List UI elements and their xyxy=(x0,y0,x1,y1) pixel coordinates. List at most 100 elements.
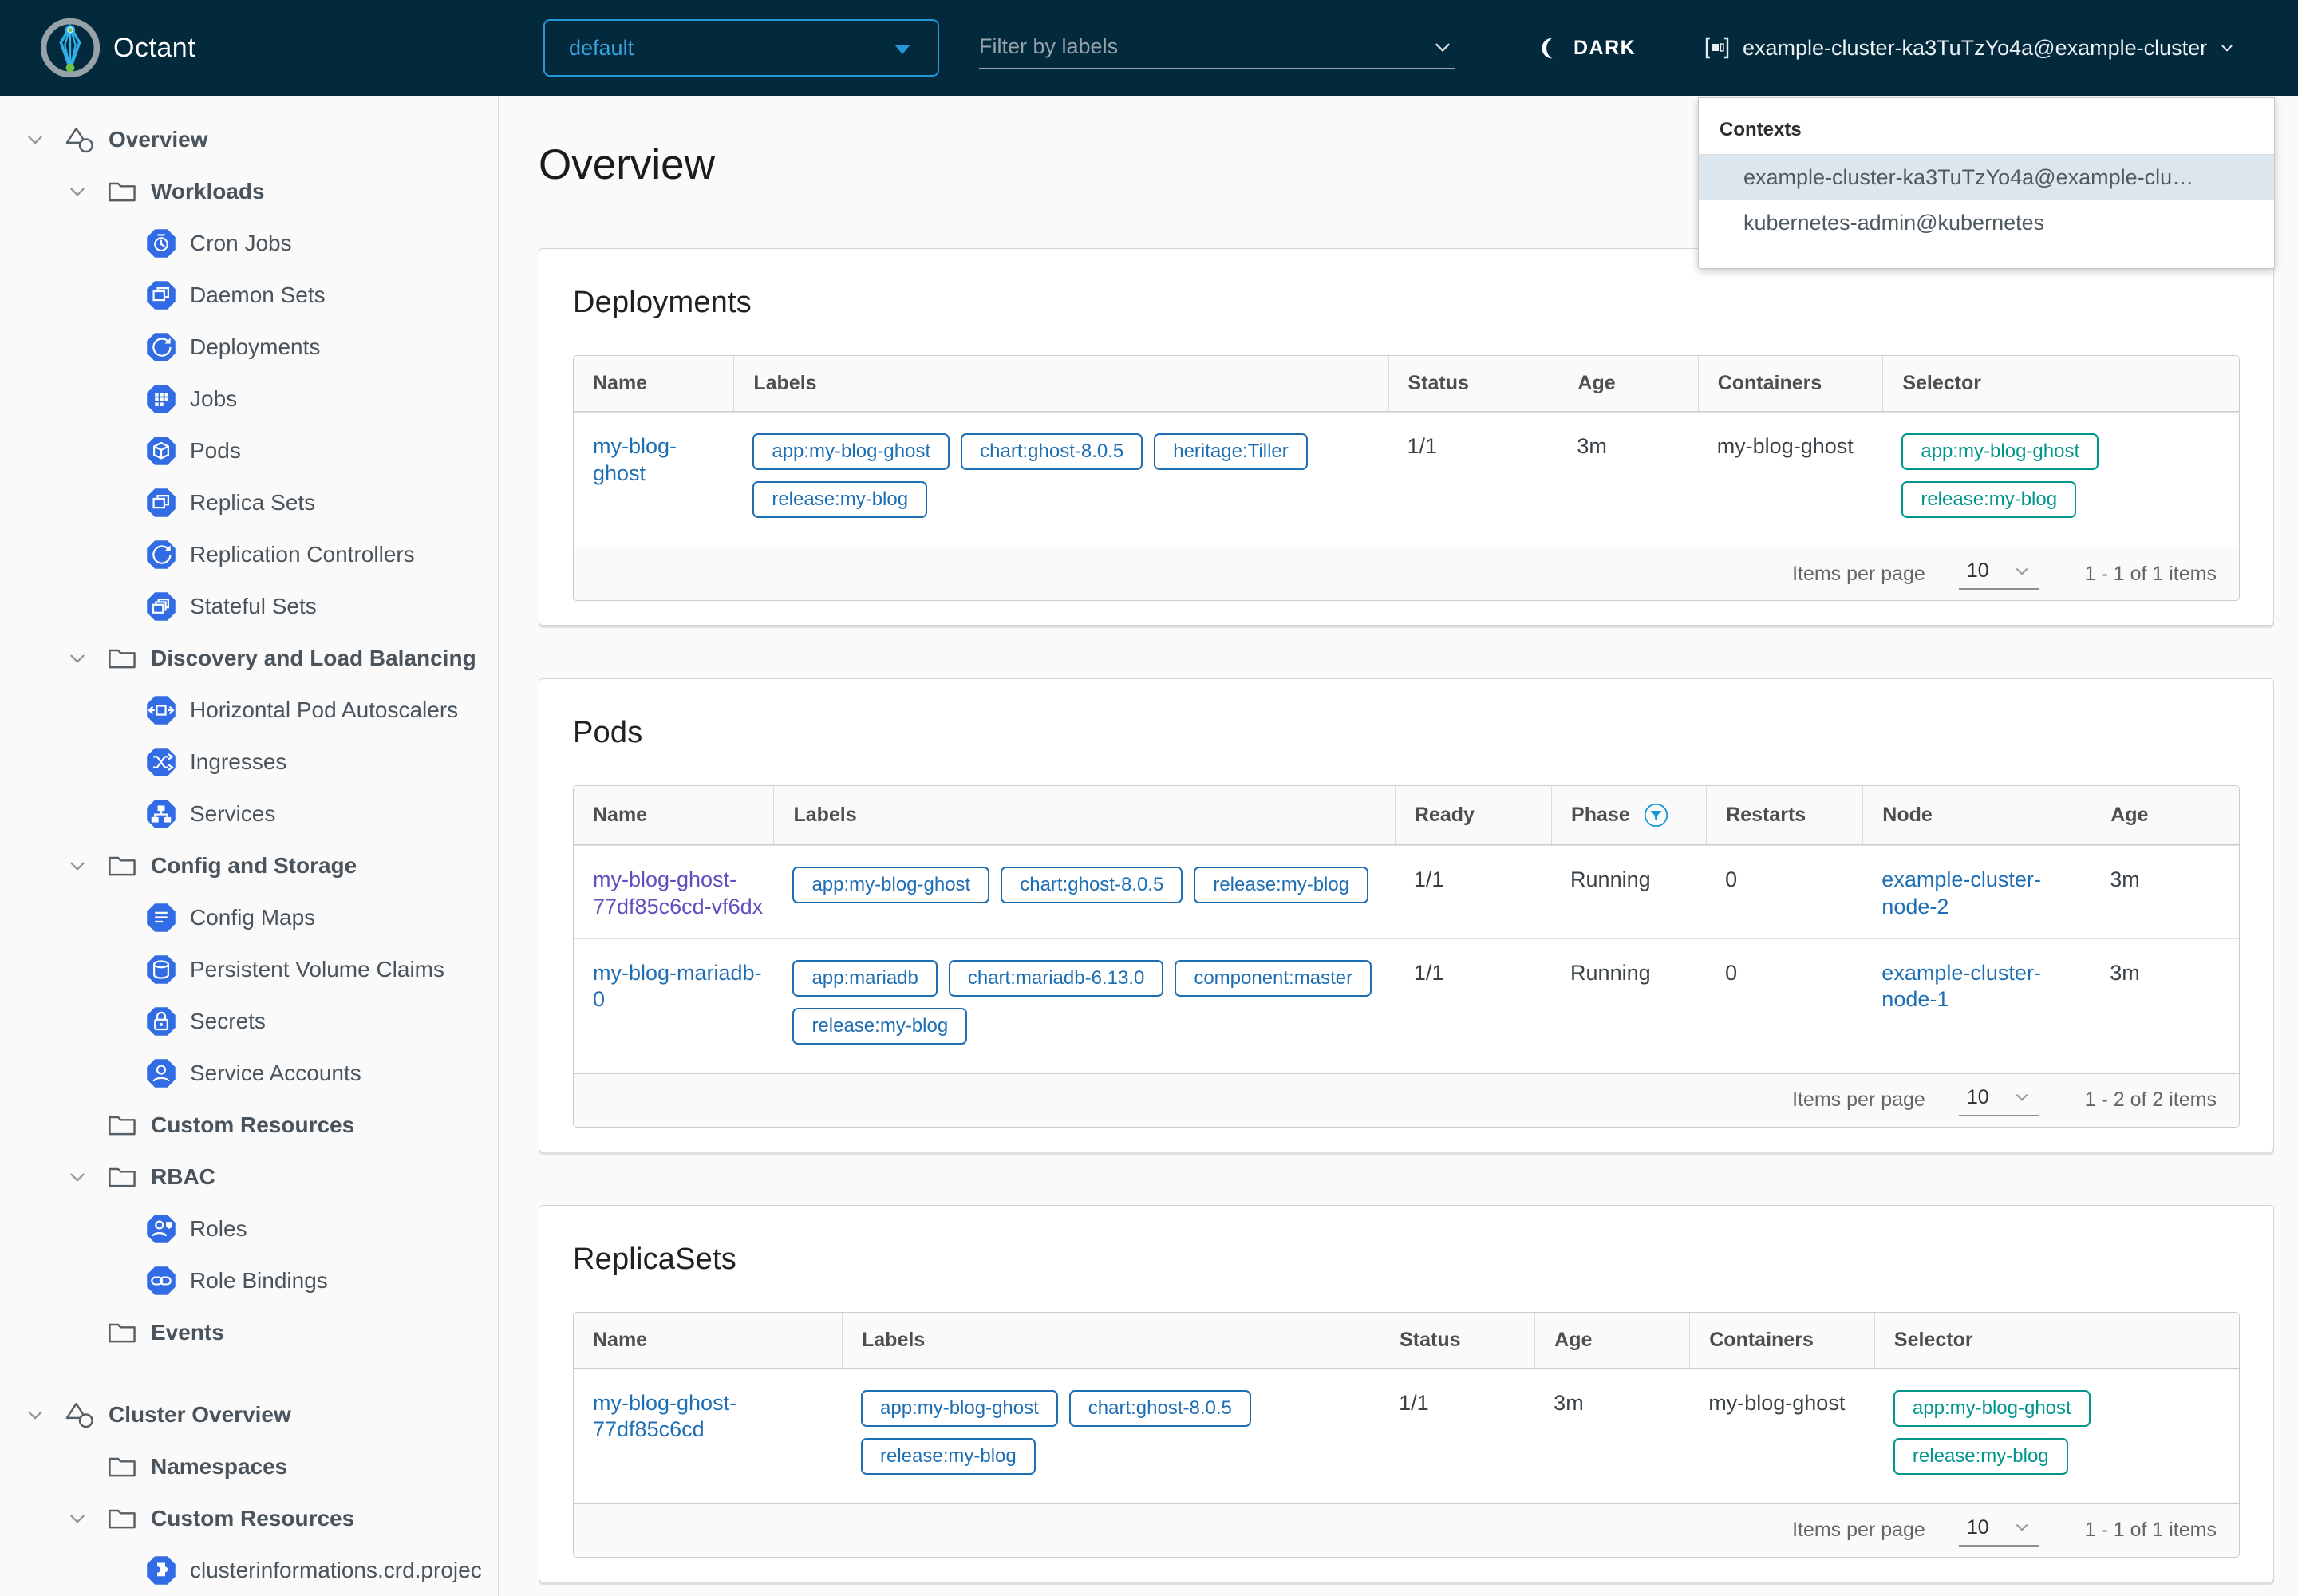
sidebar-item-stateful-sets[interactable]: Stateful Sets xyxy=(0,580,498,632)
sidebar-item-role-bindings[interactable]: Role Bindings xyxy=(0,1254,498,1306)
sidebar-item-deployments[interactable]: Deployments xyxy=(0,321,498,373)
column-header-label: Status xyxy=(1408,372,1469,394)
pagination-bar: Items per page 10 1 - 1 of 1 items xyxy=(574,547,2239,600)
cell-text: Running xyxy=(1551,939,1706,1073)
namespace-select[interactable]: default xyxy=(543,19,939,77)
sidebar-item-label: Role Bindings xyxy=(190,1267,328,1293)
cell-link-wrap: my-blog-ghost xyxy=(574,413,733,547)
column-header-label: Selector xyxy=(1902,372,1982,394)
sidebar-item-pods[interactable]: Pods xyxy=(0,425,498,476)
cronjob-icon xyxy=(145,227,177,259)
sidebar-item-service-accounts[interactable]: Service Accounts xyxy=(0,1047,498,1099)
column-header-label: Containers xyxy=(1717,372,1822,394)
chevron-down-icon[interactable] xyxy=(21,1400,49,1429)
column-header-label: Containers xyxy=(1709,1328,1814,1351)
sidebar-item-config-maps[interactable]: Config Maps xyxy=(0,891,498,943)
pagination-range: 1 - 1 of 1 items xyxy=(2084,562,2217,585)
label-tag: chart:ghost-8.0.5 xyxy=(1068,1389,1251,1427)
resource-link[interactable]: my-blog-mariadb-0 xyxy=(593,960,762,1012)
resource-link[interactable]: my-blog-ghost-77df85c6cd-vf6dx xyxy=(593,867,764,918)
pods-card-title: Pods xyxy=(573,716,643,749)
context-menu-item[interactable]: kubernetes-admin@kubernetes xyxy=(1743,211,2045,235)
configmap-icon xyxy=(145,902,177,934)
sidebar-item-custom-resources[interactable]: Custom Resources xyxy=(0,1492,498,1544)
pods-table: Name Labels Ready Phase Restarts Node Age my-bl… xyxy=(573,785,2240,1128)
sidebar-item-replication-controllers[interactable]: Replication Controllers xyxy=(0,528,498,580)
cell-value: 1/1 xyxy=(1407,434,1438,458)
cell-tags: app:my-blog-ghost release:my-blog xyxy=(1882,413,2239,547)
chevron-down-icon[interactable] xyxy=(63,1163,92,1191)
sidebar-item-discovery-and-load-balancing[interactable]: Discovery and Load Balancing xyxy=(0,632,498,684)
sidebar-item-secrets[interactable]: Secrets xyxy=(0,995,498,1047)
sidebar-item-roles[interactable]: Roles xyxy=(0,1203,498,1254)
pagination-range: 1 - 1 of 1 items xyxy=(2084,1519,2217,1541)
label-tag: chart:ghost-8.0.5 xyxy=(1001,867,1183,903)
cell-value: my-blog-ghost xyxy=(1716,434,1854,458)
sidebar-item-workloads[interactable]: Workloads xyxy=(0,165,498,217)
context-selector[interactable]: example-cluster-ka3TuTzYo4a@example-clus… xyxy=(1703,0,2236,96)
context-menu-item[interactable]: example-cluster-ka3TuTzYo4a@example-clu… xyxy=(1699,155,2274,200)
sidebar-item-replica-sets[interactable]: Replica Sets xyxy=(0,476,498,528)
chevron-down-icon[interactable] xyxy=(63,1504,92,1533)
cell-text: Running xyxy=(1551,846,1706,938)
cell-text: 3m xyxy=(1534,1369,1689,1503)
items-per-page-select[interactable]: 10 xyxy=(1958,558,2039,590)
sidebar-item-rbac[interactable]: RBAC xyxy=(0,1151,498,1203)
cell-value: 3m xyxy=(1577,434,1607,458)
sidebar-item-services[interactable]: Services xyxy=(0,788,498,839)
label-tag: release:my-blog xyxy=(1893,1437,2068,1475)
cell-text: 1/1 xyxy=(1395,939,1551,1073)
sidebar-item-label: Replication Controllers xyxy=(190,541,415,567)
label-tag: chart:ghost-8.0.5 xyxy=(961,433,1143,470)
sidebar-item-clusterinformations-crd-projec[interactable]: clusterinformations.crd.projec xyxy=(0,1544,498,1596)
cell-text: 1/1 xyxy=(1395,846,1551,938)
resource-link[interactable]: example-cluster-node-1 xyxy=(1881,960,2041,1012)
crd-icon xyxy=(145,1555,177,1586)
column-header-label: Age xyxy=(1577,372,1616,394)
resource-link[interactable]: my-blog-ghost-77df85c6cd xyxy=(593,1390,737,1442)
replicasets-card: ReplicaSets Name Labels Status Age Containers… xyxy=(539,1204,2274,1582)
sidebar-item-label: Workloads xyxy=(151,178,265,203)
items-per-page-label: Items per page xyxy=(1792,562,1925,585)
filter-funnel-icon[interactable] xyxy=(1643,802,1669,828)
chevron-down-icon[interactable] xyxy=(63,177,92,206)
column-header-label: Status xyxy=(1400,1328,1461,1351)
sidebar-item-jobs[interactable]: Jobs xyxy=(0,373,498,425)
sidebar-item-config-and-storage[interactable]: Config and Storage xyxy=(0,839,498,891)
items-per-page-label: Items per page xyxy=(1792,1088,1925,1111)
dark-mode-toggle[interactable]: DARK xyxy=(1537,0,1636,96)
sidebar-item-events[interactable]: Events xyxy=(0,1306,498,1358)
chevron-down-icon[interactable] xyxy=(63,644,92,673)
folder-icon xyxy=(106,1109,138,1141)
column-header-age: Age xyxy=(2091,786,2239,844)
chevron-down-icon[interactable] xyxy=(21,125,49,154)
resource-link[interactable]: example-cluster-node-2 xyxy=(1881,867,2041,918)
sidebar-item-namespaces[interactable]: Namespaces xyxy=(0,1440,498,1492)
cell-value: 1/1 xyxy=(1413,960,1444,985)
sidebar-item-cluster-overview[interactable]: Cluster Overview xyxy=(0,1389,498,1440)
replicasets-card-title: ReplicaSets xyxy=(573,1242,736,1276)
items-per-page-select[interactable]: 10 xyxy=(1958,1084,2039,1116)
sidebar-item-horizontal-pod-autoscalers[interactable]: Horizontal Pod Autoscalers xyxy=(0,684,498,736)
folder-icon xyxy=(106,1161,138,1193)
sidebar-item-label: Config Maps xyxy=(190,904,316,930)
daemonset-icon xyxy=(145,279,177,311)
label-filter-input[interactable]: Filter by labels xyxy=(979,26,1455,69)
sidebar-item-daemon-sets[interactable]: Daemon Sets xyxy=(0,269,498,321)
items-per-page-select[interactable]: 10 xyxy=(1958,1515,2039,1547)
sidebar-item-label: Deployments xyxy=(190,334,321,359)
chevron-down-icon[interactable] xyxy=(63,851,92,880)
sidebar-item-ingresses[interactable]: Ingresses xyxy=(0,736,498,788)
column-header-label: Selector xyxy=(1893,1328,1973,1351)
resource-link[interactable]: my-blog-ghost xyxy=(593,434,677,485)
column-header-age: Age xyxy=(1558,356,1697,411)
sidebar-item-cron-jobs[interactable]: Cron Jobs xyxy=(0,217,498,269)
hpa-icon xyxy=(145,694,177,726)
sidebar-item-custom-resources[interactable]: Custom Resources xyxy=(0,1099,498,1151)
sidebar-item-overview[interactable]: Overview xyxy=(0,113,498,165)
sidebar-item-label: Roles xyxy=(190,1215,247,1241)
pod-icon xyxy=(145,435,177,467)
label-tag: release:my-blog xyxy=(792,1007,968,1045)
sidebar-item-persistent-volume-claims[interactable]: Persistent Volume Claims xyxy=(0,943,498,995)
cell-value: 0 xyxy=(1725,867,1738,891)
